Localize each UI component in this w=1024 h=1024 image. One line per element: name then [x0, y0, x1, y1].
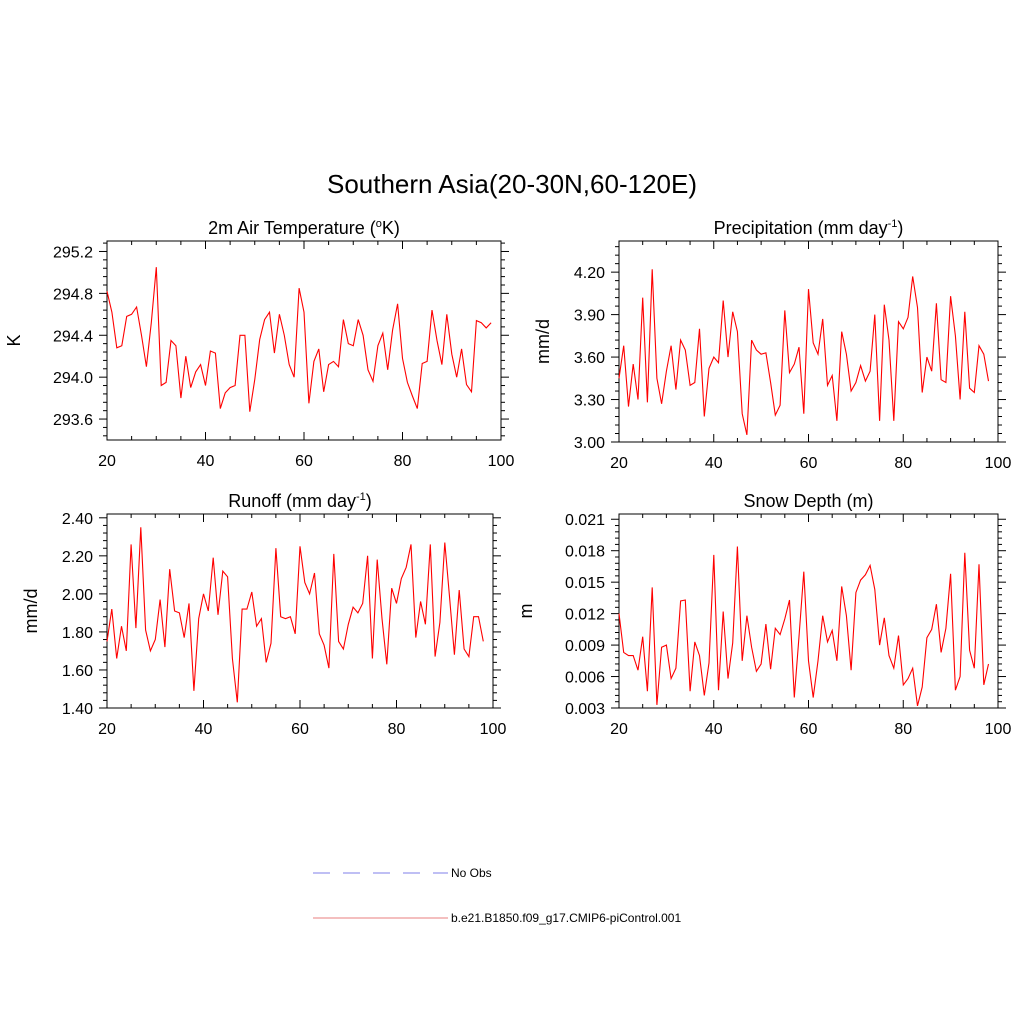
figure-title: Southern Asia(20-30N,60-120E) — [327, 169, 697, 199]
x-tick-label: 20 — [98, 453, 116, 470]
y-tick-label: 2.20 — [62, 549, 93, 566]
plot-frame — [618, 513, 999, 709]
plot-frame — [106, 513, 494, 709]
y-tick-label: 2.00 — [62, 587, 93, 604]
panel-runoff: Runoff (mm day-1) mm/d 20 40 60 80 100 1.40 1.60… — [21, 491, 506, 738]
y-tick-label: 3.90 — [574, 308, 605, 325]
x-tick-label: 100 — [488, 453, 515, 470]
panel-title-main: Precipitation (mm day — [714, 218, 888, 238]
panel-title-main: Runoff (mm day — [228, 491, 356, 511]
x-tick-label: 60 — [295, 453, 313, 470]
panel-title-suffix: ) — [897, 218, 903, 238]
series-line-snow — [618, 546, 990, 707]
panel-title-suffix: ) — [366, 491, 372, 511]
x-tick-label: 80 — [894, 455, 912, 472]
y-tick-label: 0.003 — [565, 701, 605, 718]
x-tick-label: 80 — [388, 721, 406, 738]
y-axis-label: K — [4, 334, 24, 346]
y-tick-label: 294.0 — [53, 370, 93, 387]
panel-title: Precipitation (mm day-1) — [714, 218, 904, 238]
x-tick-label: 60 — [800, 455, 818, 472]
y-axis-label: m — [516, 604, 536, 619]
y-tick-label: 3.00 — [574, 435, 605, 452]
panel-air-temperature: 2m Air Temperature (oK) K 20 40 60 80 100 293.6… — [4, 218, 514, 470]
y-tick-label: 0.015 — [565, 575, 605, 592]
x-tick-label: 60 — [800, 721, 818, 738]
x-tick-label: 20 — [610, 721, 628, 738]
y-tick-label: 2.40 — [62, 511, 93, 528]
y-tick-label: 0.012 — [565, 607, 605, 624]
panel-title-superscript: -1 — [888, 218, 898, 230]
legend-label-picontrol: b.e21.B1850.f09_g17.CMIP6-piControl.001 — [451, 911, 681, 925]
x-tick-label: 100 — [985, 455, 1012, 472]
x-tick-label: 40 — [705, 455, 723, 472]
panel-title: Snow Depth (m) — [743, 491, 873, 511]
y-axis-label: mm/d — [533, 319, 553, 364]
x-tick-label: 60 — [291, 721, 309, 738]
y-tick-label: 1.60 — [62, 663, 93, 680]
y-tick-label: 4.20 — [574, 265, 605, 282]
panel-precipitation: Precipitation (mm day-1) mm/d 20 40 60 80 100 3… — [533, 218, 1011, 472]
panel-title-superscript: -1 — [356, 491, 366, 503]
panel-snow-depth: Snow Depth (m) m 20 40 60 80 100 0.003 0.006 0.00… — [516, 491, 1011, 738]
x-tick-label: 40 — [197, 453, 215, 470]
x-tick-label: 80 — [894, 721, 912, 738]
series-line-runoff — [106, 527, 484, 703]
panel-title-main: Snow Depth (m) — [743, 491, 873, 511]
y-tick-label: 0.009 — [565, 638, 605, 655]
panel-title: 2m Air Temperature (oK) — [208, 218, 400, 238]
x-tick-label: 100 — [985, 721, 1012, 738]
y-tick-label: 294.8 — [53, 286, 93, 303]
x-tick-label: 80 — [394, 453, 412, 470]
panel-title: Runoff (mm day-1) — [228, 491, 372, 511]
x-tick-label: 100 — [480, 721, 507, 738]
y-tick-label: 3.30 — [574, 393, 605, 410]
legend: No Obs b.e21.B1850.f09_g17.CMIP6-piContr… — [313, 866, 681, 925]
panel-title-suffix: K) — [382, 218, 400, 238]
x-tick-label: 40 — [705, 721, 723, 738]
y-tick-label: 1.40 — [62, 701, 93, 718]
y-tick-label: 0.018 — [565, 544, 605, 561]
y-tick-label: 1.80 — [62, 625, 93, 642]
y-tick-label: 293.6 — [53, 412, 93, 429]
plot-frame — [618, 240, 999, 443]
plot-frame — [106, 240, 502, 441]
legend-label-no-obs: No Obs — [451, 866, 492, 880]
panel-title-superscript: o — [376, 218, 382, 230]
y-tick-label: 0.006 — [565, 670, 605, 687]
panel-title-main: 2m Air Temperature ( — [208, 218, 376, 238]
x-tick-label: 40 — [195, 721, 213, 738]
series-line-precip — [618, 269, 990, 436]
y-tick-label: 294.4 — [53, 328, 93, 345]
y-tick-label: 3.60 — [574, 350, 605, 367]
x-tick-label: 20 — [610, 455, 628, 472]
y-tick-label: 0.021 — [565, 512, 605, 529]
y-axis-label: mm/d — [21, 589, 41, 634]
series-line-temp — [106, 267, 492, 412]
y-tick-label: 295.2 — [53, 244, 93, 261]
x-tick-label: 20 — [98, 721, 116, 738]
